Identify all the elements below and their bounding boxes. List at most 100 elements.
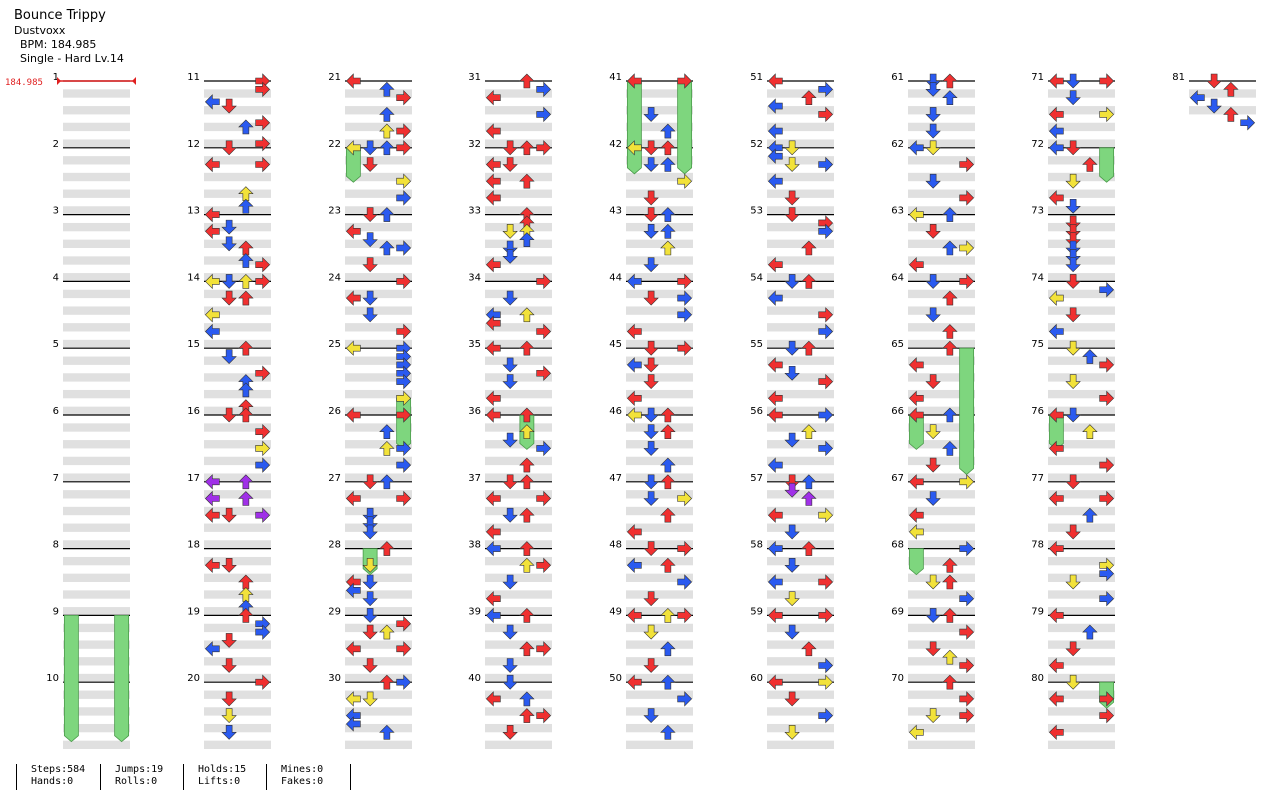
beat-band bbox=[767, 373, 834, 382]
down-arrow-note bbox=[784, 274, 800, 289]
left-arrow-note bbox=[626, 524, 642, 540]
up-arrow-note bbox=[379, 123, 395, 139]
up-arrow-note bbox=[519, 557, 535, 573]
beat-band bbox=[908, 590, 975, 599]
right-arrow-note bbox=[396, 273, 412, 290]
right-arrow-note bbox=[677, 73, 693, 89]
left-arrow-note bbox=[1048, 106, 1064, 123]
beat-band bbox=[767, 206, 834, 215]
beat-band bbox=[908, 323, 975, 332]
hold-note bbox=[908, 548, 924, 576]
beat-band bbox=[204, 707, 271, 716]
beat-band bbox=[204, 339, 271, 349]
up-arrow-note bbox=[519, 340, 535, 356]
left-arrow-note bbox=[626, 273, 642, 290]
down-arrow-note bbox=[643, 424, 659, 440]
beat-band bbox=[767, 607, 834, 616]
down-arrow-note bbox=[1065, 215, 1081, 231]
beat-band bbox=[767, 406, 834, 415]
right-arrow-note bbox=[255, 624, 271, 640]
measure-number: 67 bbox=[891, 473, 904, 484]
measure-number: 4 bbox=[53, 272, 59, 283]
left-arrow-note bbox=[626, 674, 642, 690]
up-arrow-note bbox=[1223, 81, 1239, 97]
beat-band bbox=[63, 89, 130, 98]
right-arrow-note bbox=[255, 81, 271, 98]
beat-band bbox=[204, 506, 271, 516]
beat-band bbox=[204, 523, 271, 532]
beat-band bbox=[485, 356, 552, 365]
down-arrow-note bbox=[784, 624, 800, 640]
up-arrow-note bbox=[660, 424, 676, 440]
down-arrow-note bbox=[221, 633, 237, 648]
down-arrow-note bbox=[362, 232, 378, 248]
beat-band bbox=[63, 556, 130, 566]
beat-band bbox=[63, 523, 130, 532]
beat-band bbox=[345, 356, 412, 365]
down-arrow-note bbox=[502, 624, 518, 640]
beat-band bbox=[767, 273, 834, 282]
up-arrow-note bbox=[238, 474, 254, 490]
measure-number: 23 bbox=[328, 206, 341, 217]
beat-band bbox=[485, 573, 552, 582]
beat-band bbox=[63, 590, 130, 599]
measure-number: 65 bbox=[891, 339, 904, 350]
left-arrow-note bbox=[908, 524, 924, 540]
measure-number: 33 bbox=[468, 206, 481, 217]
beat-band bbox=[345, 172, 412, 182]
right-arrow-note bbox=[818, 106, 834, 123]
down-arrow-note bbox=[784, 557, 800, 573]
left-arrow-note bbox=[767, 173, 783, 189]
up-arrow-note bbox=[379, 240, 395, 256]
beat-band bbox=[345, 89, 412, 98]
left-arrow-note bbox=[908, 507, 924, 523]
up-arrow-note bbox=[379, 140, 395, 156]
beat-band bbox=[908, 156, 975, 165]
measure-number: 52 bbox=[750, 139, 763, 150]
beat-band bbox=[767, 323, 834, 332]
beat-band bbox=[1048, 740, 1115, 749]
beat-band bbox=[626, 456, 693, 466]
beat-band bbox=[767, 473, 834, 482]
beat-band bbox=[767, 640, 834, 649]
beat-band bbox=[485, 657, 552, 666]
up-arrow-note bbox=[519, 232, 535, 247]
beat-band bbox=[345, 139, 412, 148]
right-arrow-note bbox=[1099, 73, 1115, 89]
beat-band bbox=[204, 273, 271, 282]
up-arrow-note bbox=[801, 541, 817, 556]
measure-number: 58 bbox=[750, 540, 763, 551]
beat-band bbox=[767, 573, 834, 582]
down-arrow-note bbox=[221, 290, 237, 306]
beat-band bbox=[767, 172, 834, 182]
beat-band bbox=[767, 106, 834, 115]
right-arrow-note bbox=[255, 135, 271, 152]
beat-band bbox=[767, 289, 834, 299]
right-arrow-note bbox=[396, 89, 412, 106]
beat-band bbox=[1048, 406, 1115, 415]
beat-band bbox=[1048, 506, 1115, 516]
measure-number: 32 bbox=[468, 139, 481, 150]
measure-number: 6 bbox=[53, 406, 59, 417]
up-arrow-note bbox=[379, 106, 395, 122]
beat-band bbox=[767, 673, 834, 683]
beat-band bbox=[485, 206, 552, 215]
beat-band bbox=[908, 607, 975, 616]
up-arrow-note bbox=[660, 457, 676, 473]
right-arrow-note bbox=[1099, 707, 1115, 724]
up-arrow-note bbox=[942, 440, 958, 456]
beat-band bbox=[204, 540, 271, 549]
beat-band bbox=[908, 89, 975, 98]
right-arrow-note bbox=[677, 307, 693, 323]
beat-band bbox=[345, 523, 412, 532]
right-arrow-note bbox=[818, 574, 834, 590]
up-arrow-note bbox=[238, 382, 254, 398]
beat-band bbox=[204, 189, 271, 198]
down-arrow-note bbox=[502, 290, 518, 306]
beat-band bbox=[626, 707, 693, 716]
up-arrow-note bbox=[379, 424, 395, 440]
right-arrow-note bbox=[1099, 565, 1115, 582]
beat-band bbox=[63, 156, 130, 165]
beat-band bbox=[485, 122, 552, 132]
beat-band bbox=[908, 122, 975, 132]
